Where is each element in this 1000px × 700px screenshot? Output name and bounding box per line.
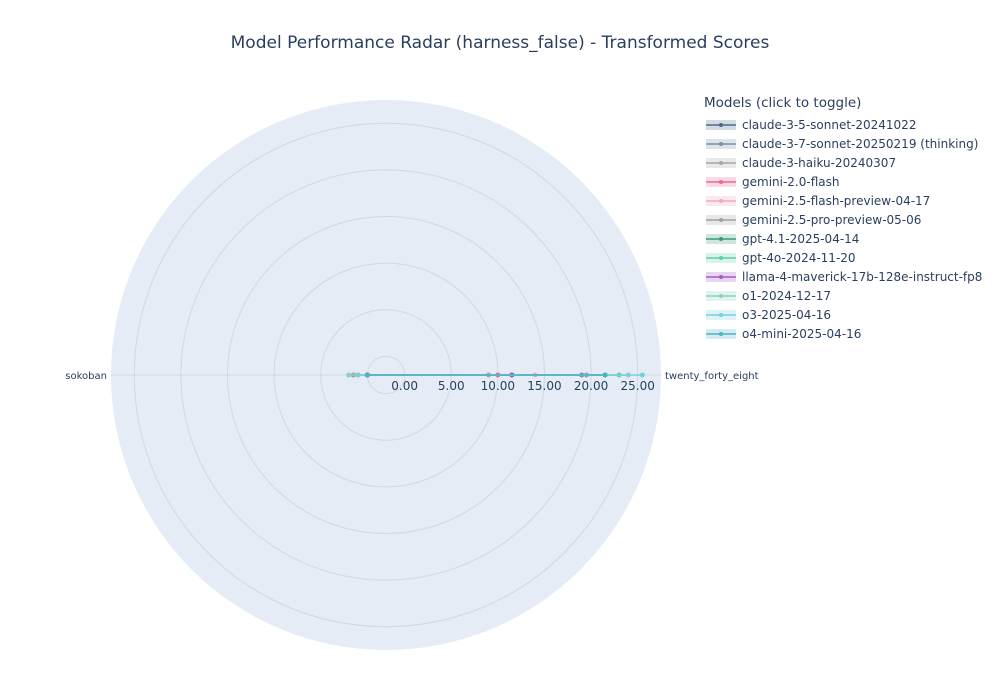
series-point [355,372,361,378]
radial-tick-label: 25.00 [621,379,655,393]
legend-item[interactable]: claude-3-7-sonnet-20250219 (thinking) [704,134,994,153]
legend-swatch [706,233,736,244]
legend-swatch [706,176,736,187]
legend-swatch [706,138,736,149]
series-point [602,372,608,378]
legend-label: claude-3-5-sonnet-20241022 [742,117,917,132]
legend-items: claude-3-5-sonnet-20241022 claude-3-7-son… [704,115,994,343]
legend-swatch [706,195,736,206]
legend-swatch [706,214,736,225]
legend-label: o3-2025-04-16 [742,307,832,322]
legend-item[interactable]: gemini-2.5-pro-preview-05-06 [704,210,994,229]
series-layer [346,372,645,378]
radial-tick-labels: 0.00 5.00 10.00 15.00 20.00 25.00 [391,379,655,393]
radial-tick-label: 0.00 [391,379,418,393]
legend-label: gemini-2.5-pro-preview-05-06 [742,212,922,227]
legend-swatch [706,328,736,339]
legend-label: gpt-4.1-2025-04-14 [742,231,860,246]
legend-item[interactable]: o1-2024-12-17 [704,286,994,305]
axis-labels: twenty_forty_eight sokoban [65,371,758,382]
legend-swatch [706,290,736,301]
legend-item[interactable]: claude-3-haiku-20240307 [704,153,994,172]
legend-label: gemini-2.0-flash [742,174,840,189]
series-point [639,372,645,378]
legend-item[interactable]: llama-4-maverick-17b-128e-instruct-fp8 [704,267,994,286]
radial-tick-label: 5.00 [438,379,465,393]
chart-title: Model Performance Radar (harness_false) … [230,33,770,53]
legend-swatch [706,119,736,130]
axis-label-sokoban: sokoban [65,371,107,382]
axis-label-twenty-forty-eight: twenty_forty_eight [665,371,759,382]
legend: Models (click to toggle) claude-3-5-sonn… [704,94,994,343]
legend-item[interactable]: gpt-4.1-2025-04-14 [704,229,994,248]
legend-label: claude-3-7-sonnet-20250219 (thinking) [742,136,979,151]
legend-label: gpt-4o-2024-11-20 [742,250,856,265]
legend-swatch [706,271,736,282]
legend-label: o1-2024-12-17 [742,288,832,303]
legend-item[interactable]: gpt-4o-2024-11-20 [704,248,994,267]
legend-item[interactable]: gemini-2.5-flash-preview-04-17 [704,191,994,210]
radial-tick-label: 15.00 [527,379,561,393]
series-point [346,372,352,378]
legend-item[interactable]: o3-2025-04-16 [704,305,994,324]
radial-tick-label: 20.00 [574,379,608,393]
legend-swatch [706,252,736,263]
legend-label: claude-3-haiku-20240307 [742,155,897,170]
legend-item[interactable]: claude-3-5-sonnet-20241022 [704,115,994,134]
legend-label: o4-mini-2025-04-16 [742,326,862,341]
legend-swatch [706,157,736,168]
legend-label: gemini-2.5-flash-preview-04-17 [742,193,931,208]
legend-item[interactable]: o4-mini-2025-04-16 [704,324,994,343]
legend-swatch [706,309,736,320]
legend-title: Models (click to toggle) [704,95,862,111]
radial-tick-label: 10.00 [481,379,515,393]
series-point [364,372,370,378]
series-11 [364,372,608,378]
legend-label: llama-4-maverick-17b-128e-instruct-fp8 [742,269,983,284]
legend-item[interactable]: gemini-2.0-flash [704,172,994,191]
